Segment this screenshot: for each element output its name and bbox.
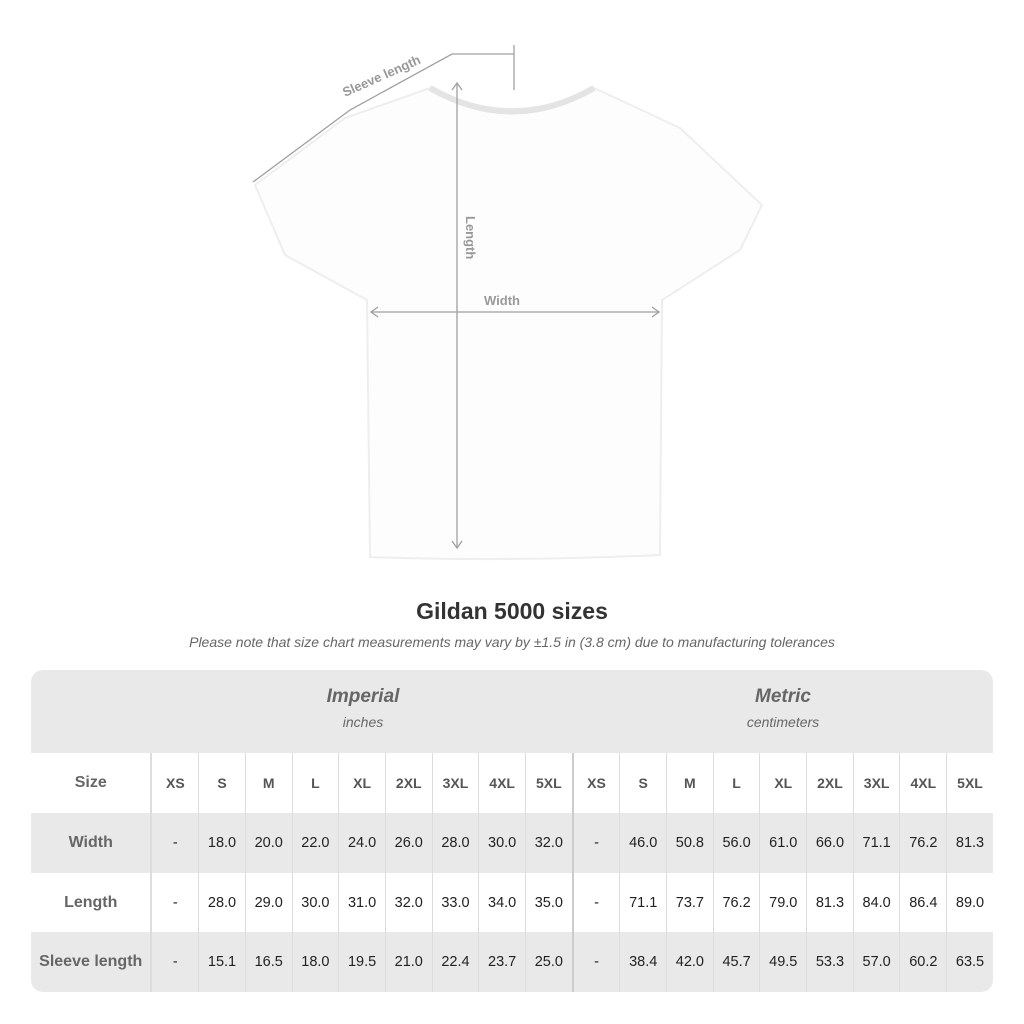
cell-imperial: 20.0	[246, 813, 293, 873]
cell-metric: 66.0	[807, 813, 854, 873]
table-row: Sleeve length -15.1 16.5 18.0 19.5 21.0 22.4 23…	[31, 932, 993, 992]
tshirt-shape	[253, 86, 764, 561]
cell-imperial: 23.7	[479, 932, 526, 992]
size-header-imperial: L	[293, 753, 340, 813]
cell-metric: 81.3	[955, 835, 985, 851]
size-header-imperial: XL	[339, 753, 386, 813]
size-header-metric: 3XL	[854, 753, 901, 813]
tshirt-diagram: Sleeve length Length Width	[252, 45, 764, 561]
width-label: Width	[484, 293, 520, 308]
cell-imperial: 32.0	[526, 813, 574, 873]
cell-imperial: 35.0	[526, 873, 574, 932]
size-header-imperial: 2XL	[386, 753, 433, 813]
cell-imperial: 21.0	[386, 932, 433, 992]
imperial-header: Imperial inches	[153, 686, 573, 730]
cell-imperial: 28.0	[433, 813, 480, 873]
cell-imperial: -	[152, 932, 200, 992]
cell-metric: 38.4	[620, 932, 668, 992]
size-header-metric: S	[620, 753, 668, 813]
cell-metric: 76.2	[714, 873, 761, 932]
cell-metric: 50.8	[667, 813, 714, 873]
tolerance-note: Please note that size chart measurements…	[189, 634, 835, 650]
cell-metric: -	[574, 813, 621, 873]
cell-metric: 46.0	[620, 813, 668, 873]
metric-header: Metric centimeters	[573, 686, 993, 730]
cell-metric: 86.4	[900, 873, 948, 932]
cell-imperial: -	[152, 813, 200, 873]
cell-metric: 45.7	[714, 932, 761, 992]
size-label: Size	[31, 753, 153, 813]
size-header-metric: 4XL	[900, 753, 948, 813]
size-header-metric: L	[714, 753, 761, 813]
cell-imperial: 22.0	[293, 813, 340, 873]
cell-imperial: 33.0	[433, 873, 480, 932]
cell-imperial: 15.1	[199, 932, 246, 992]
cell-imperial: 22.4	[433, 932, 480, 992]
size-header-imperial: XS	[152, 753, 200, 813]
cell-metric: 76.2	[900, 813, 948, 873]
cell-imperial: 26.0	[386, 813, 433, 873]
cell-metric: 73.7	[667, 873, 714, 932]
size-header-metric: XS	[574, 753, 621, 813]
row-label: Sleeve length	[31, 932, 153, 992]
size-header-imperial: M	[246, 753, 293, 813]
cell-metric: 71.1	[854, 813, 901, 873]
cell-imperial: 34.0	[479, 873, 526, 932]
cell-imperial: 28.0	[199, 873, 246, 932]
metric-unit: centimeters	[746, 714, 820, 730]
size-header-imperial: S	[199, 753, 246, 813]
cell-metric: -	[574, 932, 621, 992]
cell-metric: 56.0	[714, 813, 761, 873]
table-row: Width -18.0 20.0 22.0 24.0 26.0 28.0 30.0 32.0-4…	[31, 813, 993, 873]
cell-imperial: 30.0	[479, 813, 526, 873]
cell-metric: 53.3	[807, 932, 854, 992]
size-header-metric: 5XL	[957, 775, 983, 791]
size-header-metric: XL	[760, 753, 808, 813]
size-header-metric: M	[667, 753, 714, 813]
cell-metric: 63.5	[955, 954, 985, 970]
size-header-imperial: 4XL	[479, 753, 526, 813]
cell-imperial: 18.0	[199, 813, 246, 873]
cell-imperial: 19.5	[339, 932, 386, 992]
cell-imperial: 32.0	[386, 873, 433, 932]
cell-imperial: 25.0	[526, 932, 574, 992]
size-header-metric: 2XL	[807, 753, 854, 813]
cell-metric: 79.0	[760, 873, 808, 932]
system-header: Imperial inches Metric centimeters	[31, 670, 993, 753]
cell-metric: 81.3	[807, 873, 854, 932]
row-label: Length	[31, 873, 153, 932]
cell-imperial: 31.0	[339, 873, 386, 932]
size-header-imperial: 5XL	[526, 753, 574, 813]
cell-metric: 57.0	[854, 932, 901, 992]
cell-imperial: 30.0	[293, 873, 340, 932]
row-label: Width	[31, 813, 153, 873]
cell-metric: 49.5	[760, 932, 808, 992]
length-label: Length	[463, 216, 478, 259]
cell-metric: -	[574, 873, 621, 932]
chart-title: Gildan 5000 sizes	[416, 598, 608, 624]
size-header-imperial: 3XL	[433, 753, 480, 813]
imperial-title: Imperial	[326, 686, 400, 707]
cell-imperial: 16.5	[246, 932, 293, 992]
cell-imperial: 29.0	[246, 873, 293, 932]
cell-metric: 71.1	[620, 873, 668, 932]
table-row: Length -28.0 29.0 30.0 31.0 32.0 33.0 34.0 35.0-…	[31, 873, 993, 932]
sizes-row: Size XS S M L XL 2XL 3XL 4XL 5XL XS S M L XL 2XL 3XL 4XL…	[31, 753, 993, 813]
cell-imperial: -	[152, 873, 200, 932]
cell-metric: 89.0	[955, 894, 985, 911]
size-table: Imperial inches Metric centimeters Size …	[31, 670, 993, 992]
cell-metric: 60.2	[900, 932, 948, 992]
cell-metric: 42.0	[667, 932, 714, 992]
sleeve-arrow	[252, 53, 514, 183]
cell-metric: 84.0	[854, 873, 901, 932]
cell-imperial: 18.0	[293, 932, 340, 992]
imperial-unit: inches	[342, 714, 384, 730]
cell-metric: 61.0	[760, 813, 808, 873]
metric-title: Metric	[755, 686, 811, 707]
cell-imperial: 24.0	[339, 813, 386, 873]
